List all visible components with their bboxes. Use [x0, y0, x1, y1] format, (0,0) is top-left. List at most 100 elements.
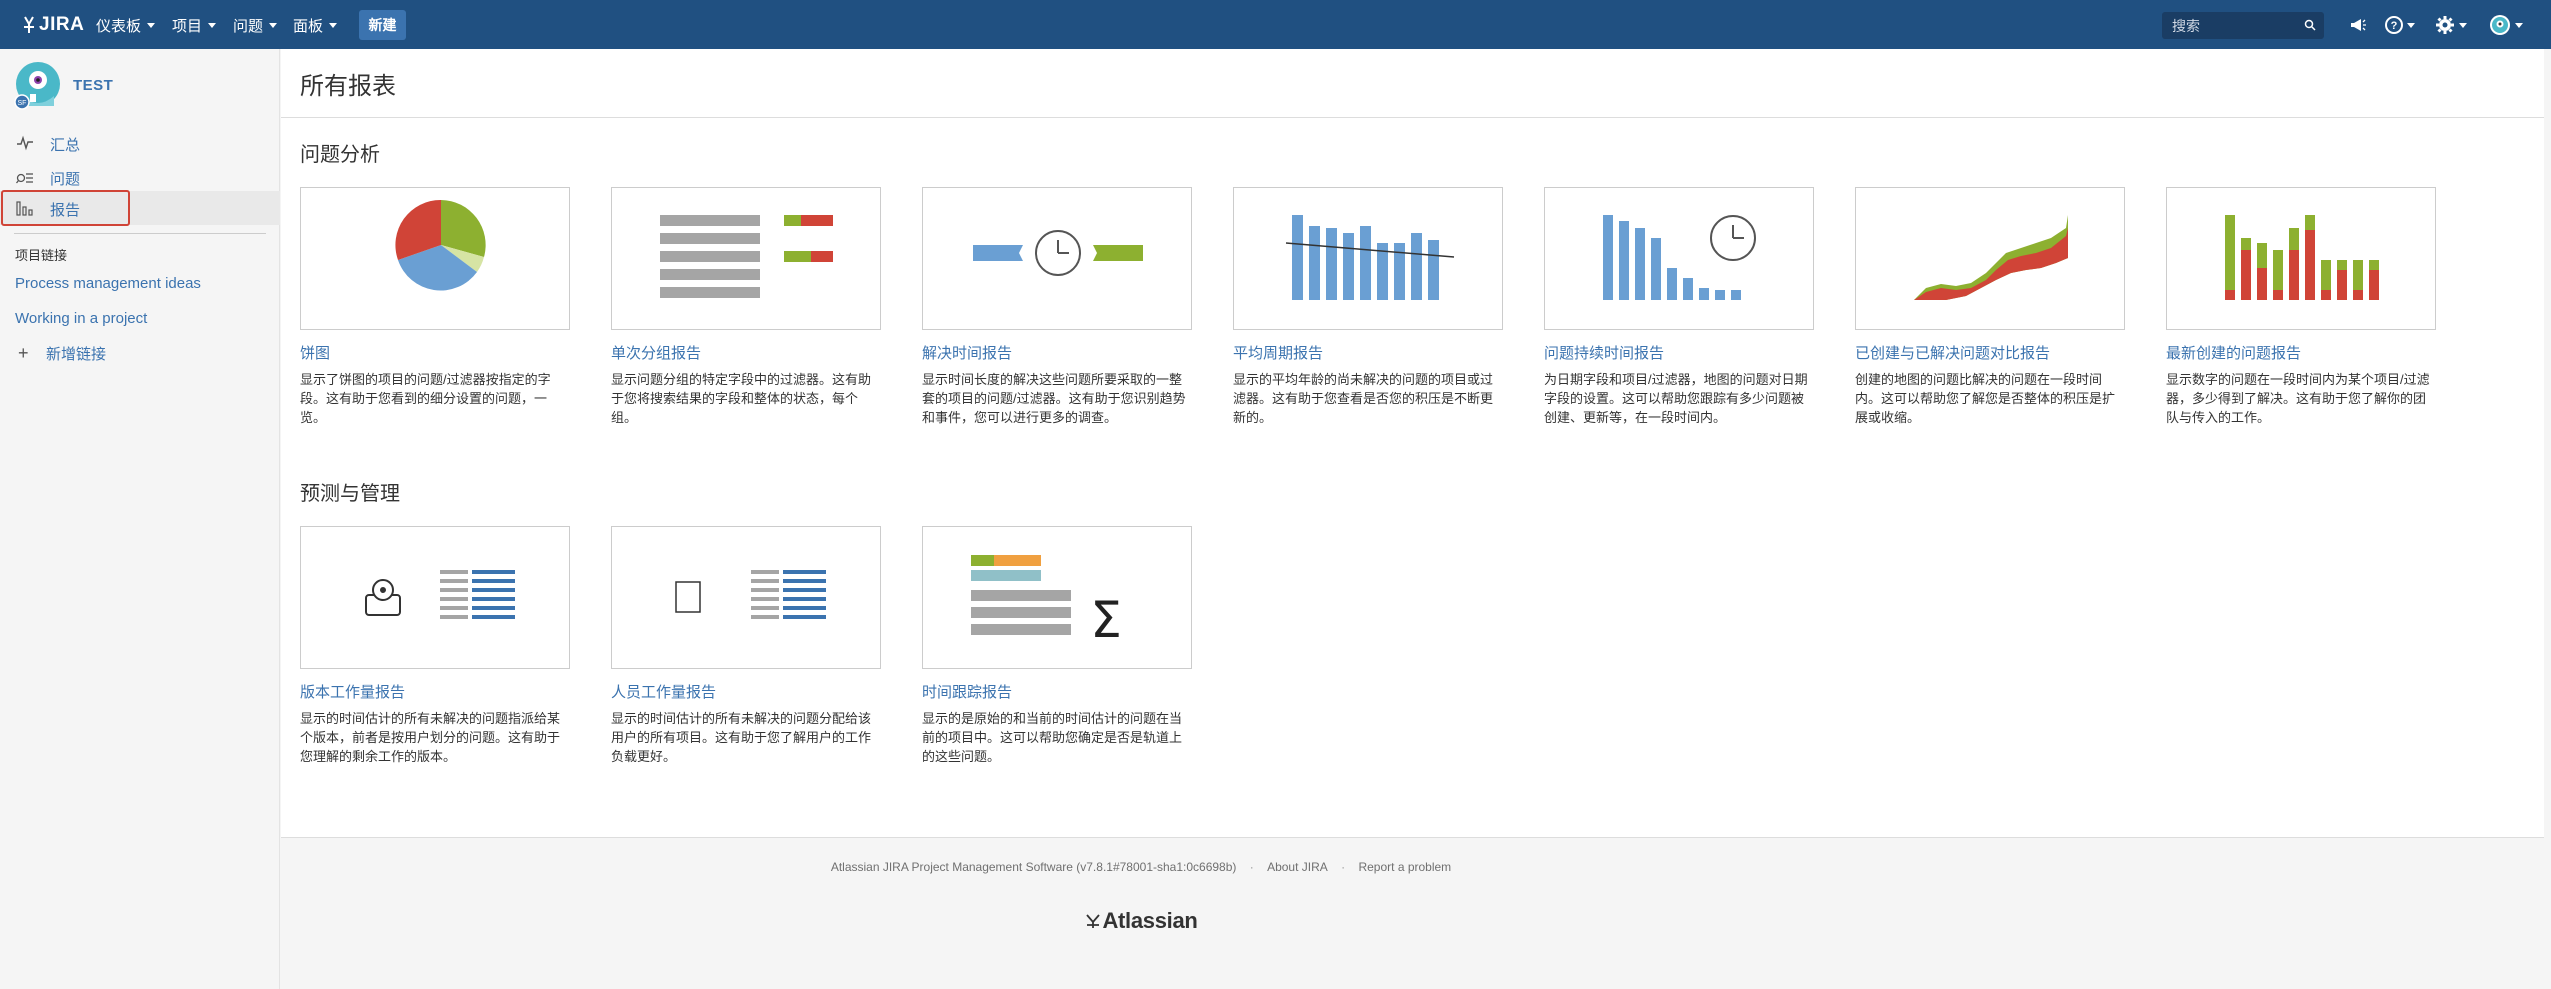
report-card[interactable]: 饼图 显示了饼图的项目的问题/过滤器按指定的字段。这有助于您看到的细分设置的问题…: [300, 187, 570, 427]
project-avatar-icon[interactable]: SF: [14, 62, 62, 110]
page-header: 所有报表: [281, 49, 2544, 118]
report-card[interactable]: 版本工作量报告 显示的时间估计的所有未解决的问题指派给某个版本，前者是按用户划分…: [300, 526, 570, 766]
report-title[interactable]: 已创建与已解决问题对比报告: [1855, 345, 2051, 362]
report-description: 显示的时间估计的所有未解决的问题指派给某个版本，前者是按用户划分的问题。这有助于…: [300, 711, 561, 764]
chevron-down-icon: [2515, 22, 2523, 28]
footer-about-link[interactable]: About JIRA: [1267, 860, 1328, 874]
help-icon: ?: [2385, 16, 2403, 34]
feedback-button[interactable]: [2349, 14, 2367, 36]
sidebar-item-label: 报告: [50, 202, 81, 219]
report-description: 显示了饼图的项目的问题/过滤器按指定的字段。这有助于您看到的细分设置的问题，一览…: [300, 372, 551, 425]
single-level-group-icon: [660, 215, 833, 298]
atlassian-logo[interactable]: Atlassian: [281, 908, 2001, 934]
report-thumbnail[interactable]: [611, 526, 881, 669]
report-thumbnail[interactable]: Σ: [922, 526, 1192, 669]
project-link[interactable]: Process management ideas: [15, 275, 201, 292]
chevron-down-icon: [269, 23, 278, 28]
report-thumbnail[interactable]: [611, 187, 881, 330]
sidebar-divider: [14, 233, 266, 234]
svg-text:Σ: Σ: [1090, 591, 1122, 649]
report-description: 显示的是原始的和当前的时间估计的问题在当前的项目中。这可以帮助您确定是否是轨道上…: [922, 711, 1183, 764]
main-content: 所有报表 问题分析 饼图 显示了饼图的项目的问题/过滤器按指定的字段。这有助于您…: [281, 49, 2544, 837]
search-input[interactable]: 搜索: [2162, 12, 2324, 39]
settings-menu[interactable]: [2435, 14, 2467, 36]
menu-dashboards[interactable]: 仪表板: [96, 15, 156, 36]
report-card[interactable]: 已创建与已解决问题对比报告 创建的地图的问题比解决的问题在一段时间内。这可以帮助…: [1855, 187, 2125, 427]
footer-separator: ·: [1341, 860, 1346, 874]
jira-logo[interactable]: JIRA: [22, 13, 84, 37]
recently-created-icon: [2225, 215, 2379, 300]
jira-logo-text: JIRA: [39, 14, 85, 35]
report-thumbnail[interactable]: [1855, 187, 2125, 330]
report-title[interactable]: 版本工作量报告: [300, 684, 406, 701]
report-description: 为日期字段和项目/过滤器，地图的问题对日期字段的设置。这可以帮助您跟踪有多少问题…: [1544, 372, 1808, 425]
report-card[interactable]: 最新创建的问题报告 显示数字的问题在一段时间内为某个项目/过滤器，多少得到了解决…: [2166, 187, 2436, 427]
report-description: 显示时间长度的解决这些问题所要采取的一整套的项目的问题/过滤器。这有助于您识别趋…: [922, 372, 1186, 425]
report-description: 显示的平均年龄的尚未解决的问题的项目或过滤器。这有助于您查看是否您的积压是不断更…: [1233, 372, 1494, 425]
report-thumbnail[interactable]: [1544, 187, 1814, 330]
create-button[interactable]: 新建: [359, 10, 406, 40]
report-title[interactable]: 人员工作量报告: [611, 684, 717, 701]
project-name[interactable]: TEST: [73, 77, 114, 94]
sidebar-item-label: 汇总: [50, 137, 81, 154]
add-link-button[interactable]: + 新增链接: [18, 343, 106, 364]
search-placeholder: 搜索: [2172, 17, 2200, 34]
footer: Atlassian JIRA Project Management Softwa…: [281, 837, 2544, 989]
footer-links: Atlassian JIRA Project Management Softwa…: [281, 860, 2001, 874]
report-thumbnail[interactable]: [922, 187, 1192, 330]
section-title-issue-analysis: 问题分析: [300, 144, 380, 166]
report-card[interactable]: 人员工作量报告 显示的时间估计的所有未解决的问题分配给该用户的所有项目。这有助于…: [611, 526, 881, 766]
recently-created-duration-icon: [1603, 215, 1756, 300]
sidebar-item-issues[interactable]: 问题: [0, 160, 280, 194]
page-title: 所有报表: [300, 73, 396, 100]
report-card[interactable]: 解决时间报告 显示时间长度的解决这些问题所要采取的一整套的项目的问题/过滤器。这…: [922, 187, 1192, 427]
report-title[interactable]: 饼图: [300, 345, 331, 362]
menu-issues-label: 问题: [233, 18, 264, 35]
report-card[interactable]: 平均周期报告 显示的平均年龄的尚未解决的问题的项目或过滤器。这有助于您查看是否您…: [1233, 187, 1503, 427]
report-title[interactable]: 单次分组报告: [611, 345, 702, 362]
created-vs-resolved-icon: [1914, 215, 2068, 300]
report-title[interactable]: 时间跟踪报告: [922, 684, 1013, 701]
menu-issues[interactable]: 问题: [233, 15, 278, 36]
chevron-down-icon: [208, 23, 217, 28]
footer-separator: ·: [1249, 860, 1254, 874]
user-avatar-icon: [2490, 15, 2510, 35]
help-menu[interactable]: ?: [2385, 14, 2415, 36]
project-link[interactable]: Working in a project: [15, 310, 148, 327]
pie-chart-icon: [395, 199, 486, 291]
user-menu[interactable]: [2489, 14, 2523, 36]
plus-icon: +: [18, 343, 29, 363]
report-thumbnail[interactable]: [300, 187, 570, 330]
svg-text:SF: SF: [18, 100, 27, 107]
report-title[interactable]: 解决时间报告: [922, 345, 1013, 362]
average-age-icon: [1285, 215, 1455, 300]
menu-projects-label: 项目: [172, 18, 203, 35]
sidebar-item-label: 问题: [50, 171, 81, 188]
sidebar-item-reports[interactable]: 报告: [0, 191, 280, 225]
chevron-down-icon: [2459, 22, 2467, 28]
report-title[interactable]: 问题持续时间报告: [1544, 345, 1665, 362]
report-thumbnail[interactable]: [2166, 187, 2436, 330]
svg-text:?: ?: [2391, 20, 2398, 32]
report-card[interactable]: 问题持续时间报告 为日期字段和项目/过滤器，地图的问题对日期字段的设置。这可以帮…: [1544, 187, 1814, 427]
report-description: 显示问题分组的特定字段中的过滤器。这有助于您将搜索结果的字段和整体的状态，每个组…: [611, 372, 872, 425]
top-navigation-bar: JIRA 仪表板 项目 问题 面板 新建 搜索 ?: [0, 0, 2551, 49]
report-thumbnail[interactable]: [300, 526, 570, 669]
sidebar-item-summary[interactable]: 汇总: [0, 126, 280, 160]
menu-boards[interactable]: 面板: [293, 15, 338, 36]
report-thumbnail[interactable]: [1233, 187, 1503, 330]
issues-icon: [16, 173, 33, 184]
chevron-down-icon: [147, 23, 156, 28]
report-card[interactable]: Σ 时间跟踪报告 显示的是原始的和当前的时间估计的问题在当前的项目中。这可以帮助…: [922, 526, 1192, 766]
footer-report-link[interactable]: Report a problem: [1358, 860, 1452, 874]
report-title[interactable]: 最新创建的问题报告: [2166, 345, 2302, 362]
gear-icon: [2436, 16, 2454, 34]
report-title[interactable]: 平均周期报告: [1233, 345, 1324, 362]
jira-logo-icon: [24, 16, 34, 33]
resolution-time-icon: [973, 230, 1143, 276]
reports-icon: [16, 201, 33, 216]
report-description: 创建的地图的问题比解决的问题在一段时间内。这可以帮助您了解您是否整体的积压是扩展…: [1855, 372, 2116, 425]
menu-projects[interactable]: 项目: [172, 15, 217, 36]
report-card[interactable]: 单次分组报告 显示问题分组的特定字段中的过滤器。这有助于您将搜索结果的字段和整体…: [611, 187, 881, 427]
activity-icon: [17, 135, 33, 151]
